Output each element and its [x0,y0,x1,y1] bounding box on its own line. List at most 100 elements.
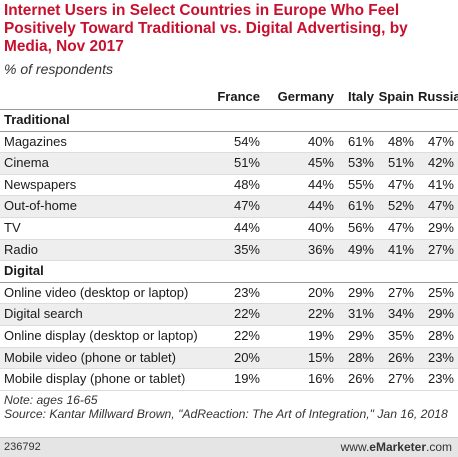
value-cell: 41% [378,239,418,262]
value-cell: 47% [418,195,458,218]
column-header: Spain [378,82,418,110]
table-row: TV 44% 40% 56% 47% 29% [0,217,458,240]
value-cell: 61% [338,195,378,218]
data-table: France Germany Italy Spain Russia Tradit… [0,82,458,391]
table-header-row: France Germany Italy Spain Russia [0,82,458,110]
chart-notes: Note: ages 16-65 Source: Kantar Millward… [4,393,456,421]
value-cell: 51% [378,152,418,175]
table-row: Newspapers 48% 44% 55% 47% 41% [0,174,458,197]
header-label-cell [0,82,214,110]
value-cell: 23% [418,347,458,370]
value-cell: 22% [214,325,264,348]
value-cell: 19% [264,325,338,348]
value-cell: 56% [338,217,378,240]
value-cell: 40% [264,131,338,154]
table-row: Radio 35% 36% 49% 41% 27% [0,239,458,262]
value-cell: 31% [338,303,378,326]
value-cell: 47% [378,217,418,240]
value-cell: 29% [418,217,458,240]
value-cell: 48% [378,131,418,154]
table-row: Cinema 51% 45% 53% 51% 42% [0,152,458,175]
value-cell: 22% [264,303,338,326]
chart-subtitle: % of respondents [4,61,113,77]
value-cell: 53% [338,152,378,175]
value-cell: 55% [338,174,378,197]
table-row: Mobile video (phone or tablet) 20% 15% 28% 2… [0,347,458,370]
row-label: Online display (desktop or laptop) [0,325,214,348]
value-cell: 45% [264,152,338,175]
row-label: Digital search [0,303,214,326]
chart-title: Internet Users in Select Countries in Eu… [4,2,408,55]
value-cell: 44% [214,217,264,240]
value-cell: 35% [378,325,418,348]
value-cell: 34% [378,303,418,326]
value-cell: 25% [418,282,458,305]
value-cell: 28% [418,325,458,348]
value-cell: 48% [214,174,264,197]
section-label: Traditional [0,109,458,132]
column-header: Russia [418,82,458,110]
value-cell: 23% [214,282,264,305]
value-cell: 19% [214,368,264,391]
value-cell: 16% [264,368,338,391]
data-table-container: France Germany Italy Spain Russia Tradit… [0,82,458,391]
value-cell: 23% [418,368,458,391]
table-row: Out-of-home 47% 44% 61% 52% 47% [0,195,458,218]
column-header: France [214,82,264,110]
row-label: Mobile video (phone or tablet) [0,347,214,370]
value-cell: 29% [338,325,378,348]
value-cell: 47% [378,174,418,197]
value-cell: 27% [418,239,458,262]
value-cell: 36% [264,239,338,262]
value-cell: 26% [378,347,418,370]
section-label: Digital [0,260,458,283]
row-label: Mobile display (phone or tablet) [0,368,214,391]
value-cell: 29% [338,282,378,305]
value-cell: 52% [378,195,418,218]
value-cell: 20% [264,282,338,305]
source-text: Source: Kantar Millward Brown, "AdReacti… [4,407,448,421]
note-text: Note: ages 16-65 [4,393,98,407]
row-label: TV [0,217,214,240]
value-cell: 20% [214,347,264,370]
value-cell: 41% [418,174,458,197]
brand-prefix: www. [340,440,370,454]
value-cell: 42% [418,152,458,175]
column-header: Italy [338,82,378,110]
value-cell: 61% [338,131,378,154]
value-cell: 27% [378,282,418,305]
chart-id: 236792 [4,441,41,453]
value-cell: 22% [214,303,264,326]
table-row: Online display (desktop or laptop) 22% 19%… [0,325,458,348]
row-label: Newspapers [0,174,214,197]
value-cell: 15% [264,347,338,370]
brand-name: eMarketer [369,440,426,454]
table-body: Traditional Magazines 54% 40% 61% 48% 47% Cinem… [0,109,458,391]
value-cell: 47% [418,131,458,154]
row-label: Online video (desktop or laptop) [0,282,214,305]
value-cell: 40% [264,217,338,240]
table-row: Mobile display (phone or tablet) 19% 16% 26… [0,368,458,391]
value-cell: 27% [378,368,418,391]
row-label: Cinema [0,152,214,175]
section-header-row: Digital [0,260,458,283]
table-row: Online video (desktop or laptop) 23% 20% 29… [0,282,458,305]
value-cell: 51% [214,152,264,175]
row-label: Magazines [0,131,214,154]
value-cell: 28% [338,347,378,370]
value-cell: 29% [418,303,458,326]
row-label: Out-of-home [0,195,214,218]
table-row: Magazines 54% 40% 61% 48% 47% [0,131,458,154]
brand-link[interactable]: www.eMarketer.com [341,440,452,454]
value-cell: 49% [338,239,378,262]
value-cell: 44% [264,195,338,218]
footer-bar: 236792 www.eMarketer.com [0,437,458,457]
value-cell: 54% [214,131,264,154]
table-row: Digital search 22% 22% 31% 34% 29% [0,303,458,326]
value-cell: 44% [264,174,338,197]
value-cell: 47% [214,195,264,218]
column-header: Germany [264,82,338,110]
section-header-row: Traditional [0,109,458,132]
brand-suffix: .com [425,440,452,454]
value-cell: 35% [214,239,264,262]
